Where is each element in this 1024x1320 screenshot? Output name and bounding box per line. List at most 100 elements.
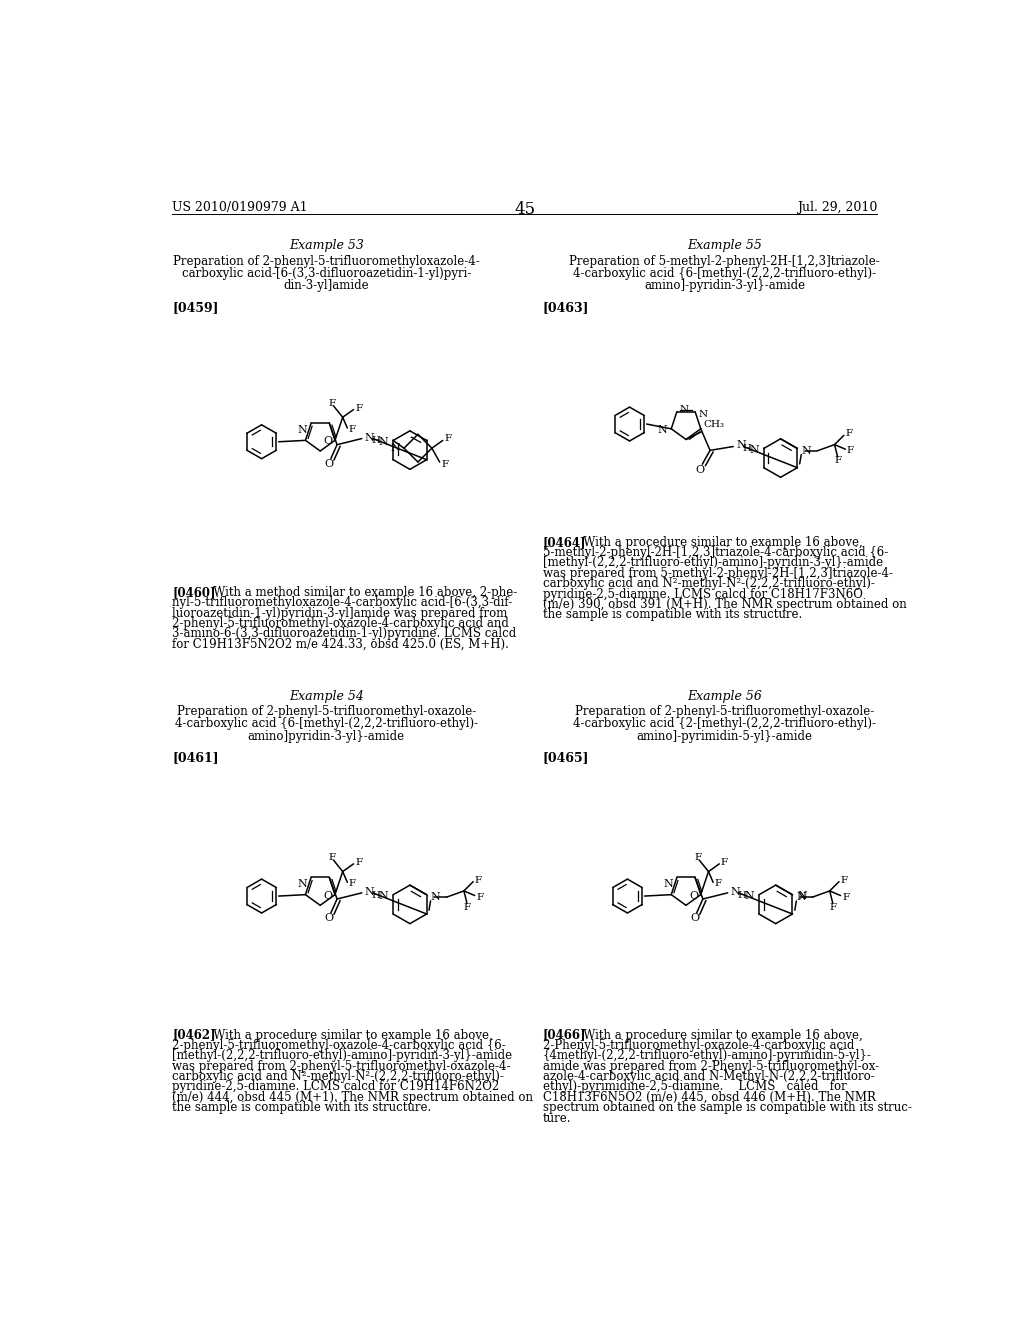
Text: O: O xyxy=(324,891,333,900)
Text: H: H xyxy=(372,891,381,900)
Text: amino]-pyrimidin-5-yl}-amide: amino]-pyrimidin-5-yl}-amide xyxy=(637,730,813,743)
Text: Preparation of 5-methyl-2-phenyl-2H-[1,2,3]triazole-: Preparation of 5-methyl-2-phenyl-2H-[1,2… xyxy=(569,255,880,268)
Text: carboxylic acid and N²-methyl-N²-(2,2,2-trifluoro-ethyl)-: carboxylic acid and N²-methyl-N²-(2,2,2-… xyxy=(172,1071,504,1084)
Text: nyl-5-trifluoromethyloxazole-4-carboxylic acid-[6-(3,3-dif-: nyl-5-trifluoromethyloxazole-4-carboxyli… xyxy=(172,597,512,609)
Text: 5-methyl-2-phenyl-2H-[1,2,3]triazole-4-carboxylic acid {6-: 5-methyl-2-phenyl-2H-[1,2,3]triazole-4-c… xyxy=(543,546,888,560)
Text: F: F xyxy=(721,858,728,867)
Text: 45: 45 xyxy=(514,201,536,218)
Text: the sample is compatible with its structure.: the sample is compatible with its struct… xyxy=(172,1101,431,1114)
Text: N: N xyxy=(390,444,400,453)
Text: F: F xyxy=(842,892,849,902)
Text: the sample is compatible with its structure.: the sample is compatible with its struct… xyxy=(543,609,802,622)
Text: 4-carboxylic acid {6-[methyl-(2,2,2-trifluoro-ethyl)-: 4-carboxylic acid {6-[methyl-(2,2,2-trif… xyxy=(573,267,877,280)
Text: carboxylic acid and N²-methyl-N²-(2,2,2-trifluoro-ethyl)-: carboxylic acid and N²-methyl-N²-(2,2,2-… xyxy=(543,577,874,590)
Text: H: H xyxy=(372,437,381,445)
Text: F: F xyxy=(349,425,356,434)
Text: Preparation of 2-phenyl-5-trifluoromethyloxazole-4-: Preparation of 2-phenyl-5-trifluoromethy… xyxy=(173,255,480,268)
Text: N: N xyxy=(680,405,689,413)
Text: 3-amino-6-(3,3-difluoroazetidin-1-yl)pyridine. LCMS calcd: 3-amino-6-(3,3-difluoroazetidin-1-yl)pyr… xyxy=(172,627,516,640)
Text: for C19H13F5N2O2 m/e 424.33, obsd 425.0 (ES, M+H).: for C19H13F5N2O2 m/e 424.33, obsd 425.0 … xyxy=(172,638,509,651)
Text: O: O xyxy=(324,437,333,446)
Text: F: F xyxy=(329,853,336,862)
Text: (m/e) 444, obsd 445 (M+1). The NMR spectrum obtained on: (m/e) 444, obsd 445 (M+1). The NMR spect… xyxy=(172,1090,534,1104)
Text: F: F xyxy=(349,879,356,888)
Text: N: N xyxy=(797,892,806,902)
Text: F: F xyxy=(715,879,722,888)
Text: N: N xyxy=(297,879,307,888)
Text: N: N xyxy=(664,879,673,888)
Text: N: N xyxy=(379,891,388,902)
Text: {4methyl-(2,2,2-trifluoro-ethyl)-amino]-pyrimidin-5-yl}-: {4methyl-(2,2,2-trifluoro-ethyl)-amino]-… xyxy=(543,1049,871,1063)
Text: With a procedure similar to example 16 above,: With a procedure similar to example 16 a… xyxy=(572,1028,863,1041)
Text: luoroazetidin-1-yl)pyridin-3-yl]amide was prepared from: luoroazetidin-1-yl)pyridin-3-yl]amide wa… xyxy=(172,607,508,619)
Text: N: N xyxy=(750,445,759,455)
Text: [0466]: [0466] xyxy=(543,1028,586,1041)
Text: With a procedure similar to example 16 above,: With a procedure similar to example 16 a… xyxy=(202,1028,493,1041)
Text: 2-Phenyl-5-trifluoromethyl-oxazole-4-carboxylic acid: 2-Phenyl-5-trifluoromethyl-oxazole-4-car… xyxy=(543,1039,854,1052)
Text: F: F xyxy=(841,875,848,884)
Text: N: N xyxy=(297,425,307,434)
Text: [methyl-(2,2,2-trifluoro-ethyl)-amino]-pyridin-3-yl}-amide: [methyl-(2,2,2-trifluoro-ethyl)-amino]-p… xyxy=(172,1049,512,1063)
Text: O: O xyxy=(689,891,698,900)
Text: 2-phenyl-5-trifluoromethyl-oxazole-4-carboxylic acid {6-: 2-phenyl-5-trifluoromethyl-oxazole-4-car… xyxy=(172,1039,506,1052)
Text: [0460]: [0460] xyxy=(172,586,216,599)
Text: azole-4-carboxylic acid and N-Methyl-N-(2,2,2-trifluoro-: azole-4-carboxylic acid and N-Methyl-N-(… xyxy=(543,1071,874,1084)
Text: spectrum obtained on the sample is compatible with its struc-: spectrum obtained on the sample is compa… xyxy=(543,1101,911,1114)
Text: was prepared from 5-methyl-2-phenyl-2H-[1,2,3]triazole-4-: was prepared from 5-methyl-2-phenyl-2H-[… xyxy=(543,566,893,579)
Text: F: F xyxy=(475,875,482,884)
Text: H: H xyxy=(737,891,746,900)
Text: N: N xyxy=(801,446,811,455)
Text: N: N xyxy=(430,892,440,902)
Text: Example 54: Example 54 xyxy=(289,689,364,702)
Text: With a procedure similar to example 16 above,: With a procedure similar to example 16 a… xyxy=(572,536,863,549)
Text: ture.: ture. xyxy=(543,1111,571,1125)
Text: N: N xyxy=(365,433,375,442)
Text: F: F xyxy=(476,892,483,902)
Text: F: F xyxy=(847,446,854,455)
Text: F: F xyxy=(329,399,336,408)
Text: N: N xyxy=(698,411,708,420)
Text: N: N xyxy=(657,425,668,436)
Text: [0459]: [0459] xyxy=(172,301,219,314)
Text: N: N xyxy=(744,891,755,902)
Text: Preparation of 2-phenyl-5-trifluoromethyl-oxazole-: Preparation of 2-phenyl-5-trifluoromethy… xyxy=(575,705,874,718)
Text: O: O xyxy=(325,459,334,469)
Text: [0463]: [0463] xyxy=(543,301,589,314)
Text: O: O xyxy=(325,913,334,923)
Text: carboxylic acid-[6-(3,3-difluoroazetidin-1-yl)pyri-: carboxylic acid-[6-(3,3-difluoroazetidin… xyxy=(181,267,471,280)
Text: F: F xyxy=(444,434,452,444)
Text: Example 56: Example 56 xyxy=(687,689,762,702)
Text: 4-carboxylic acid {2-[methyl-(2,2,2-trifluoro-ethyl)-: 4-carboxylic acid {2-[methyl-(2,2,2-trif… xyxy=(573,718,877,730)
Text: (m/e) 390, obsd 391 (M+H). The NMR spectrum obtained on: (m/e) 390, obsd 391 (M+H). The NMR spect… xyxy=(543,598,906,611)
Text: was prepared from 2-phenyl-5-trifluoromethyl-oxazole-4-: was prepared from 2-phenyl-5-trifluorome… xyxy=(172,1060,511,1073)
Text: N: N xyxy=(365,887,375,898)
Text: amino]-pyridin-3-yl}-amide: amino]-pyridin-3-yl}-amide xyxy=(644,280,805,292)
Text: N: N xyxy=(731,887,740,898)
Text: N: N xyxy=(797,891,807,902)
Text: CH₃: CH₃ xyxy=(703,421,725,429)
Text: F: F xyxy=(694,853,701,862)
Text: F: F xyxy=(846,429,853,438)
Text: [0462]: [0462] xyxy=(172,1028,216,1041)
Text: C18H13F6N5O2 (m/e) 445, obsd 446 (M+H). The NMR: C18H13F6N5O2 (m/e) 445, obsd 446 (M+H). … xyxy=(543,1090,876,1104)
Text: [0464]: [0464] xyxy=(543,536,586,549)
Text: O: O xyxy=(695,465,705,475)
Text: With a method similar to example 16 above, 2-phe-: With a method similar to example 16 abov… xyxy=(202,586,517,599)
Text: Example 55: Example 55 xyxy=(687,239,762,252)
Text: F: F xyxy=(355,404,362,413)
Text: Example 53: Example 53 xyxy=(289,239,364,252)
Text: Preparation of 2-phenyl-5-trifluoromethyl-oxazole-: Preparation of 2-phenyl-5-trifluoromethy… xyxy=(177,705,476,718)
Text: Jul. 29, 2010: Jul. 29, 2010 xyxy=(797,201,878,214)
Text: F: F xyxy=(355,858,362,867)
Text: F: F xyxy=(441,459,449,469)
Text: ethyl)-pyrimidine-2,5-diamine.    LCMS   caled   for: ethyl)-pyrimidine-2,5-diamine. LCMS cale… xyxy=(543,1081,847,1093)
Text: [0461]: [0461] xyxy=(172,751,219,764)
Text: N: N xyxy=(736,440,746,450)
Text: amino]pyridin-3-yl}-amide: amino]pyridin-3-yl}-amide xyxy=(248,730,404,743)
Text: 4-carboxylic acid {6-[methyl-(2,2,2-trifluoro-ethyl)-: 4-carboxylic acid {6-[methyl-(2,2,2-trif… xyxy=(175,718,478,730)
Text: H: H xyxy=(742,445,752,453)
Text: din-3-yl]amide: din-3-yl]amide xyxy=(284,280,370,292)
Text: N: N xyxy=(379,437,388,447)
Text: pyridine-2,5-diamine. LCMS calcd for C18H17F3N6O: pyridine-2,5-diamine. LCMS calcd for C18… xyxy=(543,587,862,601)
Text: amide was prepared from 2-Phenyl-5-trifluoromethyl-ox-: amide was prepared from 2-Phenyl-5-trifl… xyxy=(543,1060,879,1073)
